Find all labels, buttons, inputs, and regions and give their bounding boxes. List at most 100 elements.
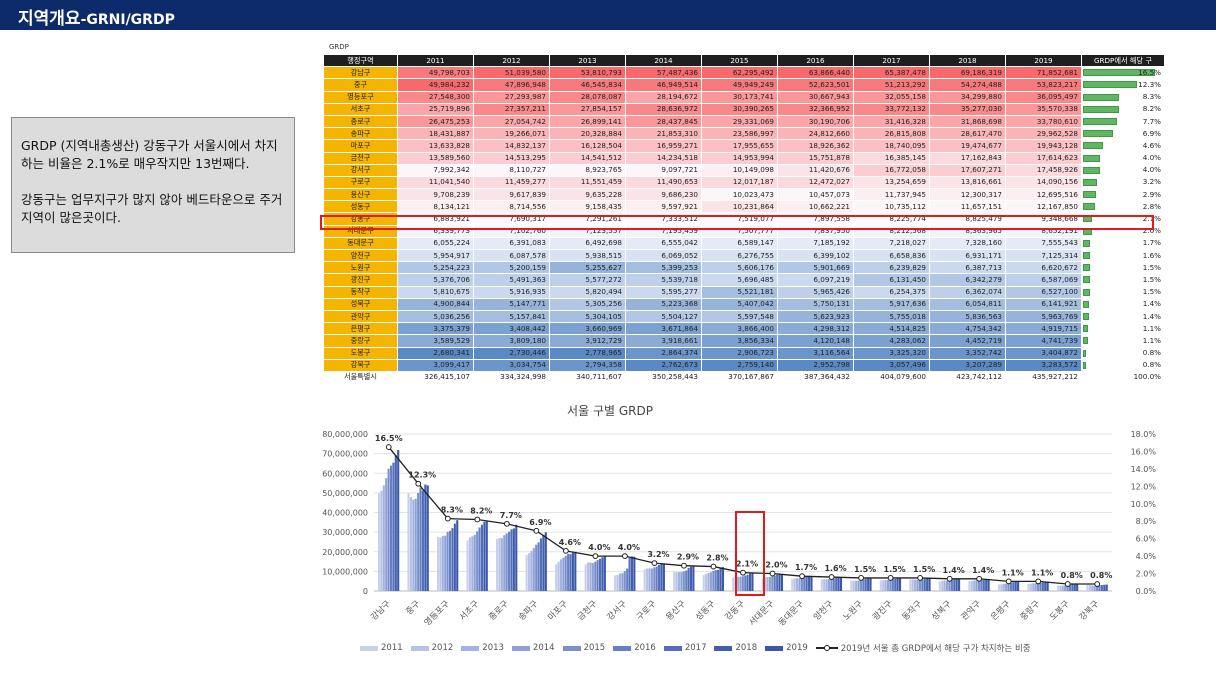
bar: [970, 580, 973, 591]
bar: [746, 574, 749, 591]
bar: [407, 492, 410, 591]
grdp-value: 2,680,341: [397, 346, 474, 360]
grdp-value: 5,577,272: [549, 273, 626, 287]
bar: [456, 520, 459, 591]
grdp-value: 5,597,548: [701, 309, 778, 324]
legend-item: 2012: [410, 643, 453, 653]
bar: [589, 562, 592, 591]
legend-item: 2019: [765, 643, 808, 653]
grdp-value: 6,555,042: [625, 236, 702, 251]
column-header-year: 2013: [549, 53, 626, 68]
x-axis-tick-label: 성동구: [694, 599, 718, 623]
share-bar: [1083, 361, 1087, 369]
grdp-value: 5,938,515: [549, 248, 626, 263]
share-cell: 8.2%: [1081, 102, 1165, 116]
bar: [889, 579, 892, 591]
bar: [603, 556, 606, 591]
share-cell: 8.3%: [1081, 90, 1165, 104]
page-title-sub: -GRNI/GRDP: [80, 12, 175, 28]
share-bar: [1083, 191, 1096, 199]
grdp-value: 17,458,926: [1005, 163, 1082, 177]
share-point: [1005, 578, 1012, 585]
district-name: 영등포구: [323, 90, 398, 104]
bar: [1066, 585, 1069, 591]
grdp-value: 6,342,279: [929, 273, 1006, 287]
bar: [987, 579, 990, 591]
legend-item: 2011: [360, 643, 403, 653]
bar: [535, 544, 538, 591]
share-bar: [1083, 288, 1090, 296]
bar: [1014, 581, 1017, 591]
grdp-value: 49,949,249: [701, 78, 778, 92]
bar: [1103, 584, 1106, 591]
bar: [1061, 585, 1064, 591]
bar: [796, 578, 799, 591]
share-bar: [1083, 81, 1137, 89]
grdp-value: 16,128,504: [549, 139, 626, 153]
share-value: 3.2%: [1142, 177, 1161, 187]
bar: [616, 575, 619, 591]
grdp-value: 17,162,843: [929, 151, 1006, 165]
district-name: 강북구: [323, 358, 398, 372]
y-axis-tick-label: 80,000,000: [322, 430, 368, 439]
bar: [1044, 582, 1047, 591]
share-bar: [1083, 142, 1104, 150]
share-data-label: 3.2%: [647, 550, 669, 559]
x-axis-tick-label: 중구: [404, 599, 422, 617]
bar: [692, 566, 695, 591]
table-row: 강서구 7,992,342 8,110,727 8,923,765 9,097,721 1…: [323, 163, 1165, 177]
share-value: 7.7%: [1142, 116, 1161, 126]
bar: [705, 573, 708, 591]
grdp-value: 24,812,660: [777, 127, 854, 141]
bar: [380, 490, 383, 591]
bar: [496, 539, 499, 591]
bar: [717, 569, 720, 591]
grdp-value: 27,357,211: [473, 102, 550, 116]
share-value: 16.5%: [1138, 67, 1161, 77]
grdp-value: 27,054,742: [473, 114, 550, 129]
y2-axis-tick-label: 4.0%: [1136, 552, 1157, 561]
bar: [682, 571, 685, 591]
grdp-value: 17,614,623: [1005, 151, 1082, 165]
y2-axis-tick-label: 2.0%: [1136, 570, 1157, 579]
bar: [1096, 585, 1099, 591]
district-name: 서울특별시: [323, 370, 398, 385]
grdp-value: 5,750,131: [777, 297, 854, 311]
legend-swatch: [511, 645, 530, 651]
bar: [1046, 581, 1049, 591]
bar: [1005, 583, 1008, 591]
bar: [480, 524, 484, 591]
bar: [839, 577, 843, 591]
legend-label: 2017: [684, 643, 707, 653]
grdp-value: 3,057,496: [853, 358, 930, 372]
grdp-value: 5,304,105: [549, 309, 626, 324]
table-row: 송파구 18,431,887 19,266,071 20,328,884 21,853,…: [323, 127, 1165, 141]
bar: [946, 580, 949, 591]
x-axis-tick-label: 금천구: [575, 598, 599, 622]
x-axis-tick-label: 성북구: [930, 599, 954, 623]
grdp-value: 3,660,969: [549, 322, 626, 336]
grdp-value: 65,387,478: [853, 66, 930, 80]
grdp-value: 6,931,171: [929, 248, 1006, 263]
grdp-value: 12,695,516: [1005, 188, 1082, 202]
bar: [761, 578, 764, 591]
grdp-value: 35,277,030: [929, 102, 1006, 116]
bar: [1039, 582, 1042, 591]
legend-swatch: [410, 645, 429, 651]
grdp-value: 63,866,440: [777, 66, 854, 80]
bar: [633, 556, 636, 591]
bar: [587, 562, 590, 591]
y2-axis-tick-label: 12.0%: [1131, 482, 1157, 491]
bar: [417, 492, 420, 591]
table-row: 노원구 5,254,223 5,200,159 5,255,627 5,399,253 5…: [323, 261, 1165, 275]
share-value: 1.1%: [1142, 323, 1161, 333]
bar: [564, 555, 567, 591]
bar: [397, 449, 400, 591]
share-point: [592, 553, 599, 560]
bar: [950, 579, 953, 591]
grdp-value: 2,759,140: [701, 358, 778, 372]
bar: [985, 579, 988, 591]
grdp-value: 30,667,943: [777, 90, 854, 104]
legend-label: 2019: [786, 643, 808, 653]
bar: [614, 575, 617, 591]
